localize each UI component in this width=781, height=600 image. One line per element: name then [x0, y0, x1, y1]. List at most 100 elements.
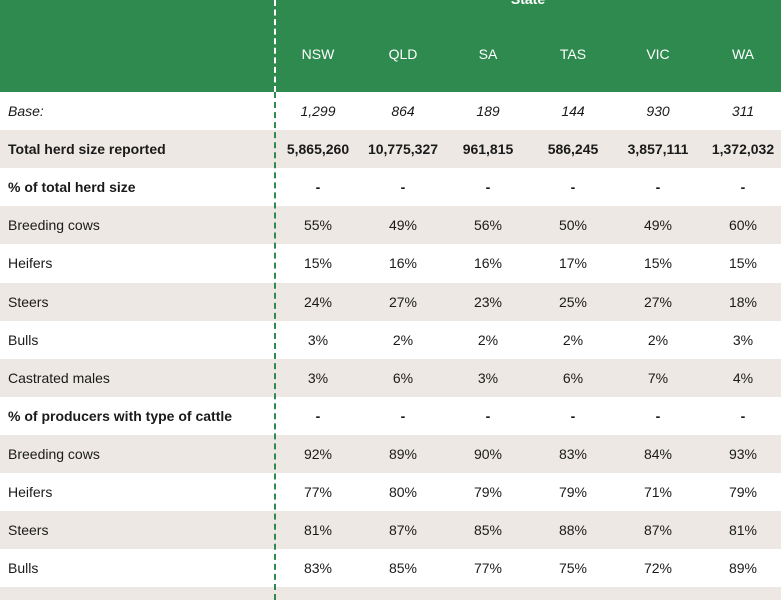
- cell-value: 2%: [477, 331, 499, 348]
- cell-value: 27%: [388, 293, 418, 310]
- cell-value: 79%: [473, 484, 503, 500]
- table-row: Total herd size reported 5,865,260 10,775,…: [0, 130, 781, 169]
- cell-value: 3%: [732, 331, 754, 348]
- cell-value: 49%: [643, 217, 673, 234]
- cell-value: 87%: [643, 522, 673, 539]
- column-header: TAS: [559, 46, 587, 62]
- cell-value: 85%: [473, 522, 503, 539]
- row-label: Steers: [8, 293, 49, 310]
- table-row: Breeding cows 55% 49% 56% 50% 49% 60%: [0, 206, 781, 245]
- table-row: Steers 24% 27% 23% 25% 27% 18%: [0, 282, 781, 321]
- row-label: Base:: [8, 103, 44, 119]
- cell-value: 60%: [728, 217, 758, 234]
- cell-value: 864: [391, 103, 415, 119]
- cell-value: 56%: [473, 217, 503, 234]
- cell-value: 6%: [562, 369, 584, 386]
- cell-value: 15%: [303, 255, 333, 272]
- cell-value: 83%: [558, 445, 588, 462]
- cell-value: 18%: [728, 293, 758, 310]
- cell-value: 586,245: [547, 141, 599, 158]
- table-row: Bulls 83% 85% 77% 75% 72% 89%: [0, 549, 781, 587]
- cell-value: 2%: [392, 331, 414, 348]
- row-label: Bulls: [8, 560, 39, 577]
- cell-value: 1,299: [300, 103, 336, 119]
- table-row: Bulls 3% 2% 2% 2% 2% 3%: [0, 321, 781, 359]
- cell-value: 77%: [303, 484, 333, 500]
- cell-value: 77%: [473, 560, 503, 577]
- table-row: Base: 1,299 864 189 144 930 311: [0, 92, 781, 130]
- cell-value: 930: [646, 103, 670, 119]
- cell-value: 27%: [643, 293, 673, 310]
- table-row-partial: [0, 587, 781, 600]
- cell-value: 2%: [562, 331, 584, 348]
- cell-value: 88%: [558, 522, 588, 539]
- cell-value: -: [315, 407, 321, 424]
- cell-value: 3%: [307, 369, 329, 386]
- table-row: Steers 81% 87% 85% 88% 87% 81%: [0, 511, 781, 550]
- row-label: Heifers: [8, 484, 53, 500]
- cell-value: -: [400, 179, 406, 196]
- table-header: State NSW QLD SA TAS VIC WA: [0, 0, 781, 92]
- cell-value: -: [570, 179, 576, 196]
- cell-value: 49%: [388, 217, 418, 234]
- cell-value: 87%: [388, 522, 418, 539]
- column-header: VIC: [646, 46, 670, 62]
- cell-value: 311: [731, 103, 755, 119]
- cell-value: 85%: [388, 560, 418, 577]
- cell-value: 5,865,260: [286, 141, 350, 158]
- cell-value: 81%: [728, 522, 758, 539]
- cell-value: -: [570, 407, 576, 424]
- cell-value: -: [740, 407, 746, 424]
- table-row: % of total herd size - - - - - -: [0, 168, 781, 206]
- cell-value: 2%: [647, 331, 669, 348]
- cell-value: 3,857,111: [627, 141, 689, 158]
- row-label: Bulls: [8, 331, 39, 348]
- table-row: % of producers with type of cattle - - - - - -: [0, 397, 781, 435]
- row-label: Heifers: [8, 255, 53, 272]
- cell-value: 3%: [307, 331, 329, 348]
- table-row: Castrated males 3% 6% 3% 6% 7% 4%: [0, 358, 781, 397]
- cell-value: 89%: [728, 560, 758, 577]
- table-row: Breeding cows 92% 89% 90% 83% 84% 93%: [0, 434, 781, 473]
- cell-value: -: [655, 407, 661, 424]
- cell-value: 961,815: [462, 141, 514, 158]
- row-label: Breeding cows: [8, 217, 100, 234]
- cell-value: 75%: [558, 560, 588, 577]
- row-label: Castrated males: [8, 369, 110, 386]
- cell-value: 10,775,327: [367, 141, 439, 158]
- cell-value: 50%: [558, 217, 588, 234]
- cell-value: 4%: [732, 369, 754, 386]
- cell-value: 16%: [388, 255, 418, 272]
- cell-value: 6%: [392, 369, 414, 386]
- row-label: Breeding cows: [8, 445, 100, 462]
- cell-value: 79%: [558, 484, 588, 500]
- cell-value: 7%: [647, 369, 669, 386]
- row-label: Steers: [8, 522, 49, 539]
- group-header: State: [275, 0, 781, 9]
- divider-body: [274, 92, 276, 600]
- column-header: WA: [731, 46, 755, 62]
- cell-value: 93%: [728, 445, 758, 462]
- cell-value: 23%: [473, 293, 503, 310]
- row-label: Total herd size reported: [8, 141, 166, 158]
- cell-value: 92%: [303, 445, 333, 462]
- cell-value: -: [740, 179, 746, 196]
- column-header: SA: [478, 46, 498, 62]
- table-row: Heifers 77% 80% 79% 79% 71% 79%: [0, 473, 781, 511]
- row-label: % of producers with type of cattle: [8, 407, 233, 424]
- cell-value: 79%: [728, 484, 758, 500]
- divider-header: [274, 0, 276, 92]
- cell-value: 144: [561, 103, 585, 119]
- cell-value: 72%: [643, 560, 673, 577]
- cell-value: 16%: [473, 255, 503, 272]
- cell-value: -: [315, 179, 321, 196]
- column-header: QLD: [388, 46, 418, 62]
- cell-value: 17%: [558, 255, 588, 272]
- cell-value: -: [485, 179, 491, 196]
- row-label: % of total herd size: [8, 179, 136, 196]
- cell-value: -: [655, 179, 661, 196]
- cell-value: 55%: [303, 217, 333, 234]
- cell-value: -: [485, 407, 491, 424]
- cell-value: 189: [476, 103, 500, 119]
